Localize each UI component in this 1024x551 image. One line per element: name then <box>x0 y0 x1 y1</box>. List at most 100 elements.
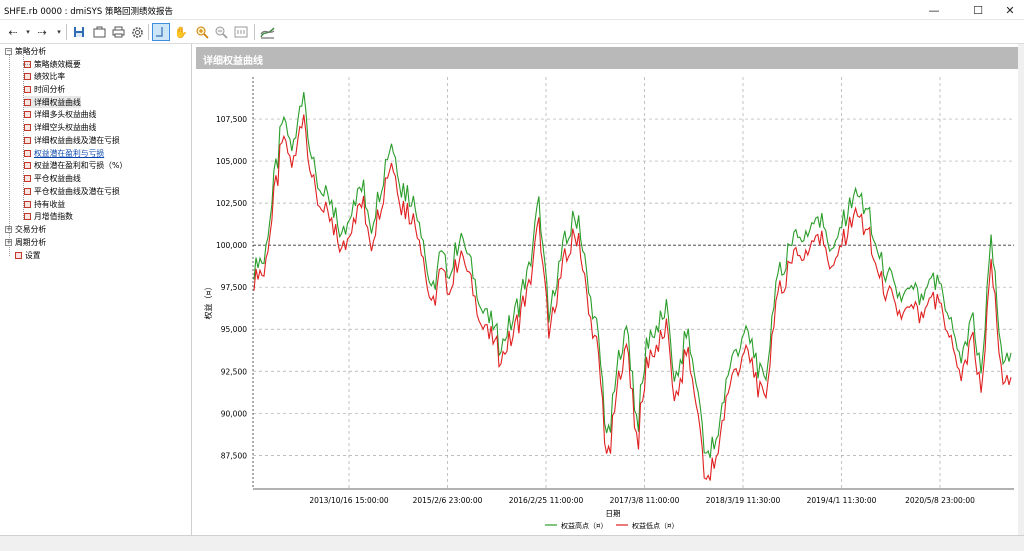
x-tick-label: 2018/3/19 11:30:00 <box>706 496 781 505</box>
forward-dropdown-icon[interactable]: ▾ <box>57 28 61 36</box>
export-icon[interactable] <box>90 23 108 41</box>
tree-item-label: 详细空头权益曲线 <box>34 122 97 132</box>
legend-label-low: 权益低点（¤） <box>632 521 678 530</box>
tree-item[interactable]: 详细空头权益曲线 <box>24 121 96 133</box>
equity-chart[interactable]: 87,500 90,000 92,500 95,000 97,500 100,000 102… <box>196 69 1018 535</box>
tree-item-link[interactable]: 权益潜在盈利与亏损 <box>24 147 104 159</box>
tree-item-label: 绩效比率 <box>34 71 66 81</box>
tree-item[interactable]: 详细权益曲线及潜在亏损 <box>24 134 120 146</box>
tree-item-label: 平仓权益曲线及潜在亏损 <box>34 186 120 196</box>
tree-connector <box>9 53 10 256</box>
report-page-icon <box>24 110 31 118</box>
x-tick-label: 2017/3/8 11:00:00 <box>610 496 680 505</box>
save-icon[interactable] <box>70 23 88 41</box>
tree-item-label: 持有收益 <box>34 199 66 209</box>
tree-node-label: 周期分析 <box>15 237 47 247</box>
tree-item[interactable]: 策略绩效概要 <box>23 58 81 70</box>
tree-item-label: 详细多头权益曲线 <box>34 109 97 119</box>
tree-item-label: 权益潜在盈利和亏损（%） <box>34 160 128 170</box>
tree-node-trade-analysis[interactable]: + 交易分析 <box>5 223 46 235</box>
y-tick-label: 105,000 <box>216 157 247 166</box>
tree-item-label: 详细权益曲线及潜在亏损 <box>34 135 120 145</box>
chart-style-icon[interactable] <box>258 23 276 41</box>
tree-item-label: 月增值指数 <box>34 211 73 221</box>
tree-connector <box>23 55 24 220</box>
report-page-icon <box>24 212 31 220</box>
minimize-button[interactable]: — <box>928 3 940 17</box>
x-tick-label: 2013/10/16 15:00:00 <box>309 496 389 505</box>
chart-grid <box>252 77 1014 490</box>
tree-item[interactable]: 权益潜在盈利和亏损（%） <box>24 159 127 171</box>
report-page-icon <box>24 187 31 195</box>
tree-item[interactable]: 持有收益 <box>24 198 65 210</box>
tree-item[interactable]: 平仓权益曲线及潜在亏损 <box>24 185 120 197</box>
report-page-icon <box>24 72 31 80</box>
toolbar: ⇠ ▾ ⇢ ▾ ✋ <box>0 20 1024 44</box>
y-tick-label: 95,000 <box>221 325 247 334</box>
tree-node-label: 设置 <box>25 250 41 260</box>
vertical-scrollbar[interactable] <box>1018 44 1024 535</box>
report-page-icon <box>24 174 31 182</box>
hand-pan-icon[interactable]: ✋ <box>174 25 188 39</box>
x-tick-label: 2016/2/25 11:00:00 <box>509 496 584 505</box>
tree-item[interactable]: 详细多头权益曲线 <box>24 108 96 120</box>
report-tree: − 策略分析 策略绩效概要 绩效比率 时间分析 详细权益曲线 详细多头权益曲线 … <box>0 44 192 535</box>
y-tick-label: 97,500 <box>221 283 247 292</box>
tree-item-label: 策略绩效概要 <box>34 59 81 69</box>
tree-item[interactable]: 时间分析 <box>24 83 65 95</box>
collapse-icon[interactable]: − <box>5 46 12 55</box>
x-axis-ticks: 2013/10/16 15:00:00 2015/2/6 23:00:00 2016… <box>309 496 975 505</box>
maximize-button[interactable]: ☐ <box>973 3 983 17</box>
x-tick-label: 2019/4/1 11:30:00 <box>807 496 877 505</box>
expand-icon[interactable]: + <box>5 237 12 246</box>
series-line-low <box>253 114 1012 481</box>
legend-label-high: 权益高点（¤） <box>561 521 607 530</box>
back-arrow-icon[interactable]: ⇠ <box>8 25 18 39</box>
tree-node-label: 策略分析 <box>15 46 47 56</box>
x-tick-label: 2015/2/6 23:00:00 <box>413 496 483 505</box>
expand-icon[interactable]: + <box>5 224 12 233</box>
zoom-out-icon[interactable] <box>212 23 230 41</box>
y-tick-label: 102,500 <box>216 199 247 208</box>
crosshair-icon[interactable] <box>152 23 170 41</box>
tree-item[interactable]: 月增值指数 <box>24 210 73 222</box>
settings-icon[interactable] <box>128 23 146 41</box>
y-tick-label: 92,500 <box>221 367 247 376</box>
x-axis-label: 日期 <box>606 509 621 518</box>
report-page-icon <box>24 136 31 144</box>
window-titlebar: SHFE.rb 0000 : dmiSYS 策略回测绩效报告 — ☐ ✕ <box>0 0 1024 20</box>
tree-item-label: 权益潜在盈利与亏损 <box>34 148 105 158</box>
y-tick-label: 100,000 <box>216 241 247 250</box>
tree-item-selected[interactable]: 详细权益曲线 <box>24 96 81 108</box>
tree-item-label: 详细权益曲线 <box>34 97 81 107</box>
tree-item-label: 时间分析 <box>34 84 66 94</box>
zoom-in-icon[interactable] <box>193 23 211 41</box>
y-tick-label: 87,500 <box>221 451 247 460</box>
series-line-high <box>253 92 1012 459</box>
y-tick-label: 90,000 <box>221 409 247 418</box>
toolbar-separator <box>254 24 255 40</box>
panel-header: 详细权益曲线 <box>196 47 1018 69</box>
tree-node-strategy-analysis[interactable]: − 策略分析 <box>5 45 46 57</box>
tree-item[interactable]: 绩效比率 <box>24 70 65 82</box>
forward-arrow-icon[interactable]: ⇢ <box>37 25 47 39</box>
panel-title: 详细权益曲线 <box>203 56 263 67</box>
print-icon[interactable] <box>109 23 127 41</box>
zoom-reset-icon[interactable] <box>232 23 250 41</box>
close-button[interactable]: ✕ <box>1005 3 1015 17</box>
chart-legend: 权益高点（¤） 权益低点（¤） <box>545 521 678 530</box>
report-page-icon <box>24 149 31 157</box>
y-axis-ticks: 87,500 90,000 92,500 95,000 97,500 100,000 102… <box>216 115 247 460</box>
report-page-icon <box>24 123 31 131</box>
back-dropdown-icon[interactable]: ▾ <box>26 28 30 36</box>
y-axis-label: 权益（¤） <box>203 282 213 319</box>
tree-node-period-analysis[interactable]: + 周期分析 <box>5 236 46 248</box>
report-page-icon <box>24 161 31 169</box>
toolbar-separator <box>148 24 149 40</box>
toolbar-separator <box>66 24 67 40</box>
y-tick-label: 107,500 <box>216 115 247 124</box>
tree-item[interactable]: 平仓权益曲线 <box>24 172 81 184</box>
tree-node-settings[interactable]: 设置 <box>15 249 41 261</box>
report-page-icon <box>24 85 31 93</box>
settings-page-icon <box>15 251 22 259</box>
